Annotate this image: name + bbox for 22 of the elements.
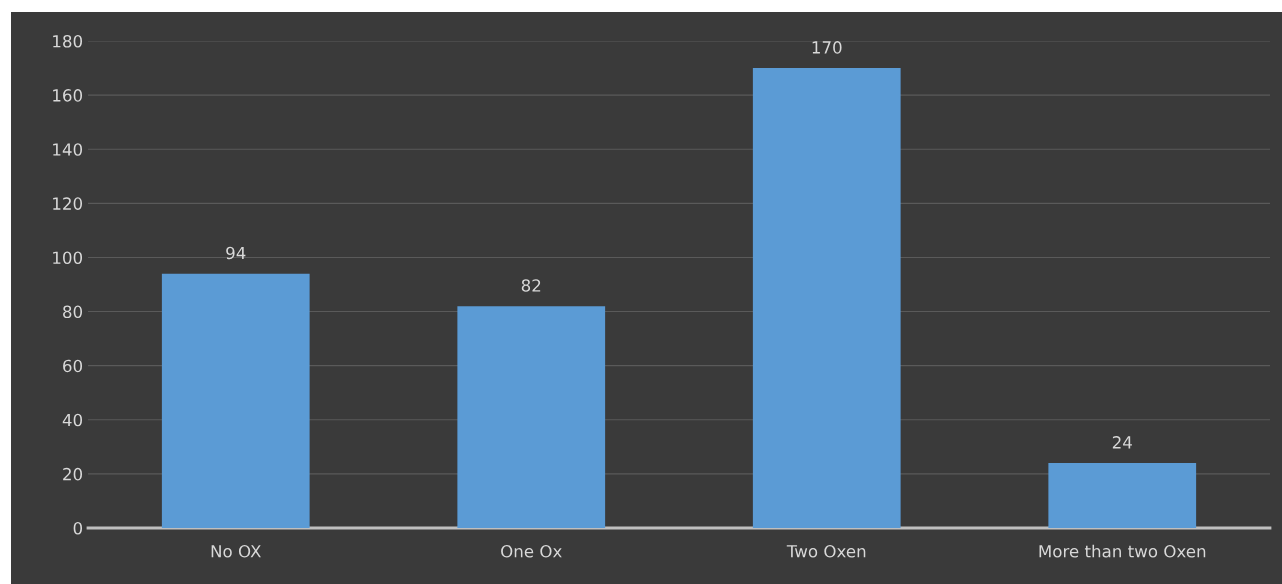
y-tick-label: 0 <box>73 521 83 535</box>
x-tick-label: One Ox <box>501 544 562 558</box>
y-tick-label: 180 <box>53 34 83 48</box>
data-label: 24 <box>1112 436 1132 449</box>
data-label: 94 <box>226 246 246 260</box>
y-tick-label: 140 <box>53 143 83 156</box>
x-tick-label: No OX <box>211 544 261 558</box>
bar <box>1048 463 1197 528</box>
data-label: 170 <box>812 41 842 54</box>
data-label: 82 <box>521 279 541 292</box>
y-tick-label: 120 <box>53 197 83 210</box>
bar <box>457 306 606 528</box>
y-tick-label: 160 <box>53 89 83 102</box>
y-tick-label: 20 <box>63 467 83 481</box>
x-tick-label: More than two Oxen <box>1039 544 1206 558</box>
bar <box>161 273 310 528</box>
y-tick-label: 60 <box>63 359 83 373</box>
y-tick-label: 40 <box>62 413 83 427</box>
bar <box>752 68 901 528</box>
y-tick-label: 80 <box>63 305 83 319</box>
x-tick-label: Two Oxen <box>786 544 866 558</box>
y-tick-label: 100 <box>53 251 83 265</box>
